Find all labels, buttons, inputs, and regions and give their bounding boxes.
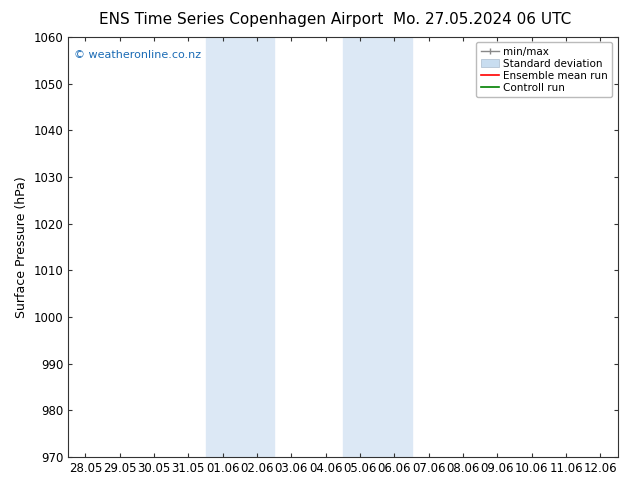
Text: ENS Time Series Copenhagen Airport: ENS Time Series Copenhagen Airport [99, 12, 383, 27]
Bar [205, 37, 274, 457]
Text: Mo. 27.05.2024 06 UTC: Mo. 27.05.2024 06 UTC [392, 12, 571, 27]
Bar [343, 37, 411, 457]
Y-axis label: Surface Pressure (hPa): Surface Pressure (hPa) [15, 176, 28, 318]
Text: © weatheronline.co.nz: © weatheronline.co.nz [74, 50, 201, 60]
Legend: min/max, Standard deviation, Ensemble mean run, Controll run: min/max, Standard deviation, Ensemble me… [476, 42, 612, 97]
